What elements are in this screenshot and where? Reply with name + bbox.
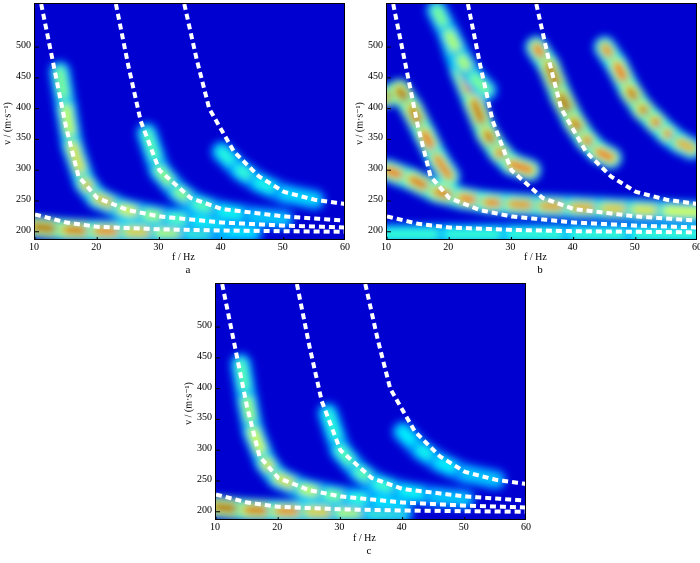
y-tick-label: 350 [368, 132, 383, 144]
x-tick-label: 40 [567, 242, 578, 253]
x-tick-label: 10 [29, 242, 39, 253]
y-axis-label-c: v / (m·s⁻¹) [183, 382, 195, 425]
x-tick-label: 60 [692, 242, 700, 253]
energy-ridge-segment [249, 212, 288, 223]
y-tick-label: 250 [368, 193, 383, 205]
dispersion-curve-mode-1 [39, 4, 344, 230]
panel-label-c: c [366, 545, 372, 557]
energy-ridge-segment [461, 470, 500, 484]
y-tick-label: 300 [368, 163, 383, 175]
x-tick-label: 50 [629, 242, 640, 253]
energy-layer [387, 4, 696, 239]
x-axis-label-a: f / Hz [172, 252, 195, 263]
heatmap-plot-b [386, 3, 697, 240]
energy-ridge-segment [280, 190, 319, 204]
heatmap-plot-a [34, 3, 345, 240]
y-tick-label: 450 [368, 70, 383, 82]
y-tick-label: 400 [368, 101, 383, 113]
x-axis-label-c: f / Hz [353, 533, 376, 544]
y-axis-label-b: v / (m·s⁻¹) [354, 102, 366, 145]
x-tick-label: 20 [91, 242, 102, 253]
y-tick-label: 400 [197, 381, 212, 393]
dispersion-curve-mode-3 [534, 4, 696, 206]
energy-ridge-segment [507, 160, 534, 174]
x-tick-label: 60 [521, 522, 531, 533]
dispersion-curve-mode-3 [182, 4, 344, 206]
y-tick-label: 250 [197, 473, 212, 485]
y-tick-label: 500 [16, 40, 31, 52]
dispersion-curve-mode-0 [216, 492, 525, 514]
energy-ridge-segment [594, 148, 615, 162]
heatmap-svg-c [216, 284, 525, 519]
energy-ridge-segment [663, 207, 696, 216]
x-tick-label: 30 [153, 242, 164, 253]
dispersion-curve-mode-2 [294, 284, 525, 503]
x-tick-label: 30 [505, 242, 516, 253]
y-tick-label: 450 [16, 70, 31, 82]
panel-label-b: b [537, 264, 543, 276]
y-tick-label: 500 [368, 40, 383, 52]
x-tick-label: 40 [396, 522, 407, 533]
y-tick-label: 250 [16, 193, 31, 205]
x-tick-label: 20 [272, 522, 283, 533]
heatmap-svg-b [387, 4, 696, 239]
x-tick-label: 50 [277, 242, 288, 253]
dispersion-curve-mode-0 [35, 212, 344, 234]
x-tick-label: 60 [340, 242, 350, 253]
heatmap-svg-a [35, 4, 344, 239]
y-tick-label: 300 [197, 443, 212, 455]
x-tick-label: 40 [215, 242, 226, 253]
x-tick-label: 50 [458, 522, 469, 533]
x-tick-label: 30 [334, 522, 345, 533]
panel-label-a: a [185, 264, 191, 276]
x-tick-label: 10 [381, 242, 391, 253]
y-tick-label: 500 [197, 320, 212, 332]
dispersion-curve-mode-2 [113, 4, 344, 223]
x-tick-label: 10 [210, 522, 220, 533]
dispersion-curve-mode-0 [387, 214, 696, 235]
y-tick-label: 350 [16, 132, 31, 144]
y-tick-label: 200 [197, 504, 212, 516]
y-tick-label: 350 [197, 412, 212, 424]
heatmap-plot-c [215, 283, 526, 520]
y-axis-label-a: v / (m·s⁻¹) [2, 102, 14, 145]
energy-ridge-segment [675, 139, 696, 153]
y-tick-label: 300 [16, 163, 31, 175]
y-tick-label: 450 [197, 350, 212, 362]
y-tick-label: 400 [16, 101, 31, 113]
x-tick-label: 20 [443, 242, 454, 253]
dispersion-curve-mode-1 [220, 284, 525, 510]
y-tick-label: 200 [368, 224, 383, 236]
energy-ridge-segment [430, 492, 469, 503]
y-tick-label: 200 [16, 224, 31, 236]
energy-ridge-segment [433, 154, 453, 180]
dispersion-curve-mode-2 [465, 4, 696, 223]
dispersion-curve-mode-3 [363, 284, 525, 486]
dispersion-curve-mode-1 [391, 4, 696, 230]
x-axis-label-b: f / Hz [524, 252, 547, 263]
